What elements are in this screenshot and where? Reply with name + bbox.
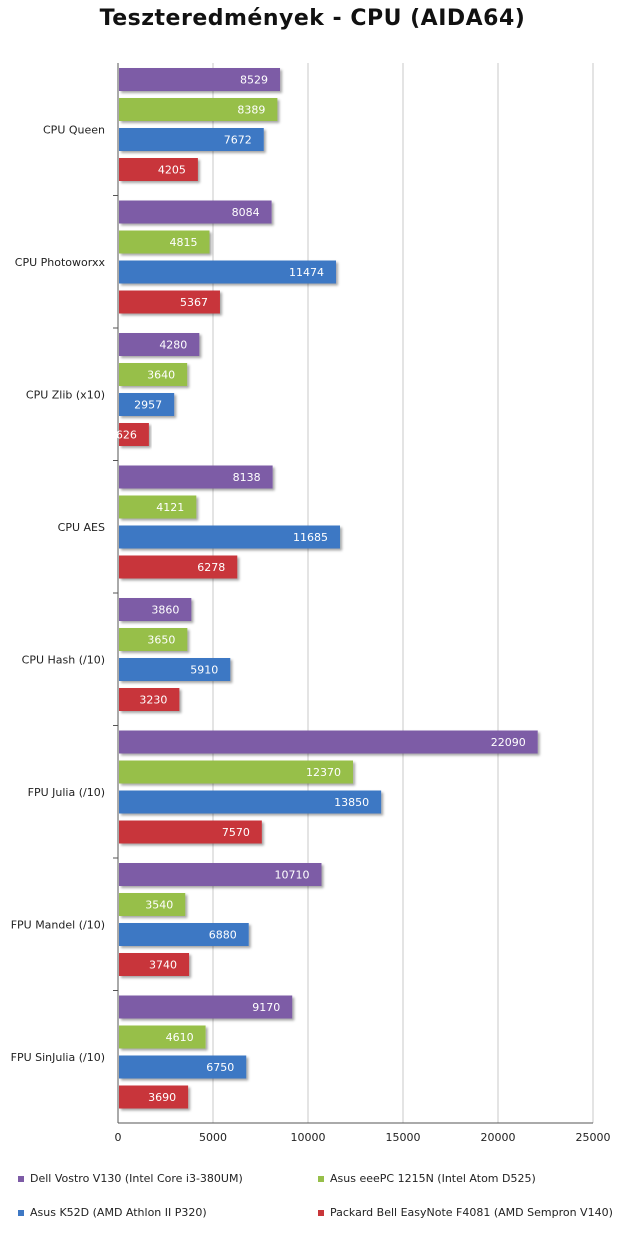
bar [119,363,188,386]
bar-value-label: 4205 [158,164,186,177]
bar [119,790,382,814]
bar [119,995,293,1019]
bar-value-label: 3860 [151,604,179,617]
legend-label: Packard Bell EasyNote F4081 (AMD Sempron… [330,1206,613,1219]
bar [119,200,272,224]
bar [119,495,197,519]
bar [119,393,175,416]
legend-label: Asus K52D (AMD Athlon II P320) [30,1206,207,1219]
category-label: FPU Mandel (/10) [11,918,105,931]
bars [119,68,538,1109]
bar-value-label: 11474 [289,266,324,279]
bar-value-label: 1626 [109,429,137,442]
category-label: CPU Zlib (x10) [26,388,105,401]
bar-value-label: 5910 [190,664,218,677]
bar [119,1055,247,1079]
category-label: CPU Queen [43,123,105,136]
bar [119,953,190,976]
legend-swatch [318,1209,324,1216]
gridlines [113,63,594,1124]
category-label: FPU SinJulia (/10) [11,1051,105,1064]
bar-value-label: 4815 [169,236,197,249]
bar-value-label: 3650 [147,634,175,647]
bar [119,423,149,446]
bar [119,730,538,754]
bar [119,333,200,356]
chart-title: Teszteredmények - CPU (AIDA64) [99,6,526,31]
bar [119,260,337,284]
bar [119,863,322,886]
bar-value-label: 3230 [139,694,167,707]
bar [119,98,278,121]
bar [119,628,188,651]
legend-item-asus-k52d: Asus K52D (AMD Athlon II P320) [18,1206,207,1219]
bar-value-label: 4610 [166,1031,194,1044]
bar-value-label: 2957 [134,399,162,412]
bar [119,158,198,181]
x-tick-label: 0 [115,1131,122,1144]
bar-value-label: 3540 [145,899,173,912]
legend-item-packard-bell: Packard Bell EasyNote F4081 (AMD Sempron… [318,1206,613,1219]
bar-value-label: 11685 [293,531,328,544]
bar-value-label: 7672 [224,134,252,147]
bar-value-label: 22090 [491,736,526,749]
bar-value-label: 8389 [237,104,265,117]
labels: 0 5000 10000 15000 20000 25000 CPU Queen 8529 83… [11,74,611,1145]
x-tick-label: 10000 [291,1131,326,1144]
bar-value-label: 4121 [156,501,184,514]
bar-value-label: 12370 [306,766,341,779]
bar-value-label: 6750 [206,1061,234,1074]
bar [119,760,354,784]
bar [119,658,231,681]
bar-value-label: 3690 [148,1091,176,1104]
legend-label: Dell Vostro V130 (Intel Core i3-380UM) [30,1172,243,1185]
bar [119,68,281,91]
bar [119,923,249,946]
legend-item-asus-eeepc: Asus eeePC 1215N (Intel Atom D525) [318,1172,536,1185]
bar [119,893,186,916]
bar [119,1085,189,1109]
bar-value-label: 10710 [274,869,309,882]
bar-value-label: 3640 [147,369,175,382]
bar [119,128,264,151]
legend-swatch [18,1209,24,1216]
bar-value-label: 7570 [222,826,250,839]
bar-value-label: 8084 [232,206,260,219]
bar [119,290,220,314]
bar-value-label: 5367 [180,296,208,309]
legend-item-dell-vostro: Dell Vostro V130 (Intel Core i3-380UM) [18,1172,243,1185]
category-label: FPU Julia (/10) [28,786,105,799]
bar [119,1025,206,1049]
x-tick-label: 5000 [199,1131,227,1144]
bar-value-label: 6880 [209,929,237,942]
bar [119,688,180,711]
bar-value-label: 13850 [334,796,369,809]
bar [119,598,192,621]
category-label: CPU Photoworxx [15,256,106,269]
bar-value-label: 8138 [233,471,261,484]
bar [119,230,210,254]
bar [119,555,238,579]
x-tick-label: 15000 [386,1131,421,1144]
legend-swatch [318,1175,324,1182]
legend-label: Asus eeePC 1215N (Intel Atom D525) [330,1172,536,1185]
category-label: CPU AES [58,521,105,534]
x-tick-label: 25000 [576,1131,611,1144]
legend-swatch [18,1175,24,1182]
bar-value-label: 4280 [159,339,187,352]
category-label: CPU Hash (/10) [22,653,105,666]
bar-value-label: 6278 [197,561,225,574]
bar-value-label: 8529 [240,74,268,87]
bar [119,465,273,489]
bar-value-label: 3740 [149,959,177,972]
bar [119,525,341,549]
bar [119,820,262,844]
bar-value-label: 9170 [252,1001,280,1014]
x-tick-label: 20000 [481,1131,516,1144]
